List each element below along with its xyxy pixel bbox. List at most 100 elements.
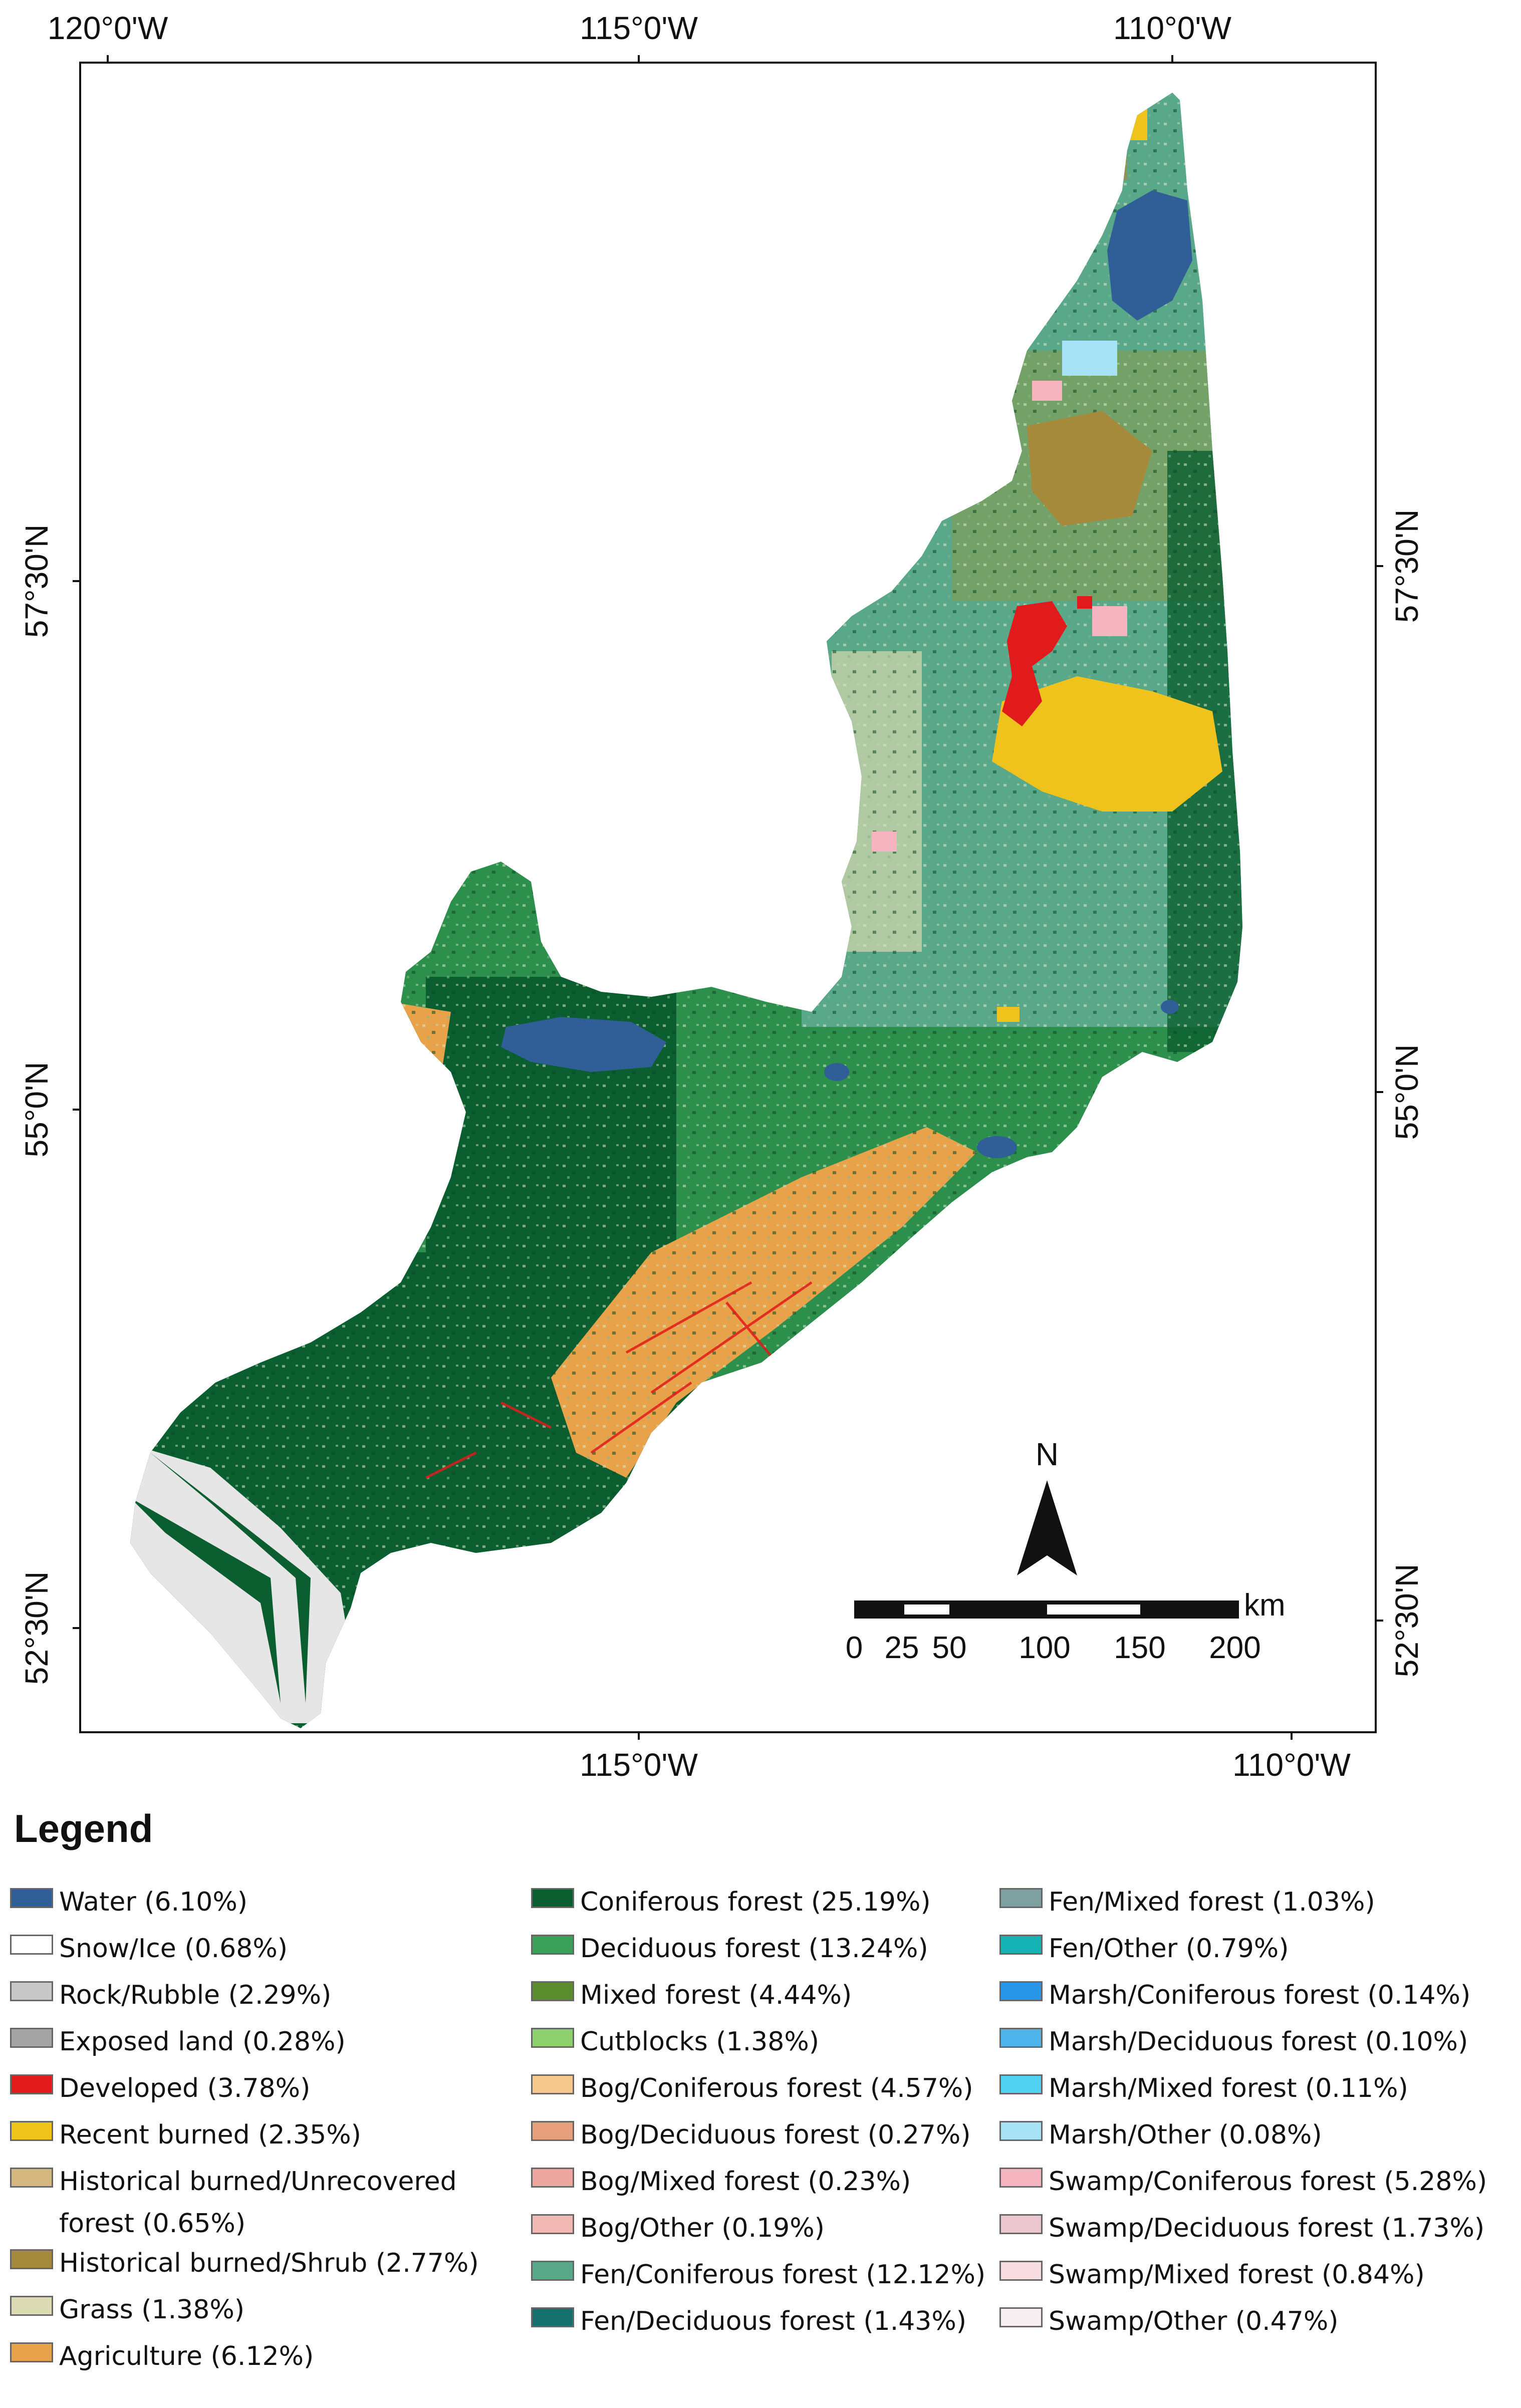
legend-item: Bog/Deciduous forest (0.27%) [531, 2114, 971, 2156]
legend-swatch [999, 2261, 1043, 2281]
legend-swatch [999, 2307, 1043, 2327]
legend-label: Marsh/Mixed forest (0.11%) [1049, 2073, 1408, 2103]
legend-item: Bog/Coniferous forest (4.57%) [531, 2067, 973, 2109]
legend-label: Swamp/Coniferous forest (5.28%) [1049, 2167, 1487, 2197]
legend-label: Bog/Mixed forest (0.23%) [580, 2167, 911, 2197]
legend-label: Fen/Other (0.79%) [1049, 1934, 1289, 1964]
land-cover-map: N km 0 25 50 100 150 200 120°0'W 115°0'W 110°0'… [19, 10, 1425, 1783]
scale-unit-label: km [1244, 1588, 1286, 1623]
legend-item: Bog/Other (0.19%) [531, 2207, 825, 2249]
legend-label: Agriculture (6.12%) [59, 2341, 314, 2371]
lat-label-left-5230: 52°30'N [19, 1571, 55, 1685]
lat-label-left-5730: 57°30'N [19, 524, 55, 638]
legend-item: Marsh/Coniferous forest (0.14%) [999, 1974, 1470, 2016]
legend-swatch [999, 2168, 1043, 2188]
legend-swatch [531, 1888, 574, 1908]
legend-label: Swamp/Mixed forest (0.84%) [1049, 2260, 1425, 2290]
legend-swatch [531, 1935, 574, 1955]
legend-swatch [999, 1888, 1043, 1908]
legend-item: Fen/Coniferous forest (12.12%) [531, 2254, 985, 2296]
legend-item: Swamp/Mixed forest (0.84%) [999, 2254, 1425, 2296]
legend-item: Fen/Mixed forest (1.03%) [999, 1881, 1375, 1923]
legend-item: Grass (1.38%) [10, 2289, 244, 2331]
legend-item: Developed (3.78%) [10, 2067, 310, 2109]
scale-tick-label: 200 [1209, 1631, 1260, 1665]
legend-label: Bog/Deciduous forest (0.27%) [580, 2120, 971, 2150]
legend-swatch [10, 2342, 53, 2362]
lat-label-right-5730: 57°30'N [1389, 509, 1425, 623]
graticule-ticks [73, 55, 1383, 1740]
legend-item: Cutblocks (1.38%) [531, 2021, 819, 2063]
legend-item: Rock/Rubble (2.29%) [10, 1974, 331, 2016]
legend-label: Fen/Deciduous forest (1.43%) [580, 2306, 967, 2336]
legend-label: Mixed forest (4.44%) [580, 1980, 852, 2010]
north-arrow-label: N [1036, 1436, 1059, 1472]
legend-swatch [531, 2121, 574, 2141]
legend-swatch [531, 1981, 574, 2001]
legend-swatch [999, 2028, 1043, 2048]
scale-tick-label: 150 [1114, 1631, 1165, 1665]
legend-swatch [10, 1935, 53, 1955]
lon-label-top-110: 110°0'W [1113, 10, 1231, 46]
legend-label: Exposed land (0.28%) [59, 2027, 346, 2057]
legend-label: Marsh/Other (0.08%) [1049, 2120, 1322, 2150]
legend-swatch [999, 1935, 1043, 1955]
lon-label-top-115: 115°0'W [580, 10, 698, 46]
legend-swatch [531, 2074, 574, 2094]
legend-swatch [531, 2168, 574, 2188]
legend-item: Swamp/Other (0.47%) [999, 2300, 1339, 2342]
legend-swatch [10, 2168, 53, 2188]
legend-item: Recent burned (2.35%) [10, 2114, 361, 2156]
legend-label: Developed (3.78%) [59, 2073, 311, 2103]
legend-item: Marsh/Other (0.08%) [999, 2114, 1322, 2156]
legend-swatch [10, 1888, 53, 1908]
legend-label: Recent burned (2.35%) [59, 2120, 361, 2150]
scale-tick-label: 50 [932, 1631, 967, 1665]
legend: Legend Water (6.10%) Snow/Ice (0.68%) Rock… [10, 1806, 1513, 2402]
legend-label: Snow/Ice (0.68%) [59, 1934, 288, 1964]
legend-label: Swamp/Other (0.47%) [1049, 2306, 1339, 2336]
scale-tick-label: 100 [1019, 1631, 1070, 1665]
lat-label-right-5230: 52°30'N [1389, 1564, 1425, 1677]
scale-tick-label: 0 [846, 1631, 863, 1665]
legend-item: Swamp/Deciduous forest (1.73%) [999, 2207, 1484, 2249]
legend-title: Legend [14, 1806, 153, 1850]
legend-swatch [10, 2121, 53, 2141]
legend-item: Mixed forest (4.44%) [531, 1974, 852, 2016]
legend-swatch [531, 2261, 574, 2281]
legend-swatch [531, 2028, 574, 2048]
legend-item: Fen/Deciduous forest (1.43%) [531, 2300, 966, 2342]
legend-label: Cutblocks (1.38%) [580, 2027, 820, 2057]
lon-label-bot-115: 115°0'W [580, 1747, 698, 1783]
legend-swatch [999, 1981, 1043, 2001]
legend-label: Coniferous forest (25.19%) [580, 1887, 931, 1917]
legend-swatch [10, 1981, 53, 2001]
legend-item: Coniferous forest (25.19%) [531, 1881, 931, 1923]
legend-item: Marsh/Mixed forest (0.11%) [999, 2067, 1408, 2109]
lon-label-bot-110: 110°0'W [1232, 1747, 1351, 1783]
legend-label: Rock/Rubble (2.29%) [59, 1980, 332, 2010]
scale-tick-label: 25 [885, 1631, 919, 1665]
legend-item: Exposed land (0.28%) [10, 2021, 346, 2063]
lat-label-left-55: 55°0'N [19, 1062, 55, 1158]
legend-label: Marsh/Deciduous forest (0.10%) [1049, 2027, 1468, 2057]
lon-label-top-120: 120°0'W [48, 10, 168, 46]
legend-item: Marsh/Deciduous forest (0.10%) [999, 2021, 1468, 2063]
legend-item: Snow/Ice (0.68%) [10, 1928, 288, 1970]
legend-swatch [10, 2028, 53, 2048]
legend-label: Historical burned/Shrub (2.77%) [59, 2248, 479, 2278]
legend-swatch [999, 2074, 1043, 2094]
lat-label-right-55: 55°0'N [1389, 1044, 1425, 1140]
legend-swatch [999, 2121, 1043, 2141]
legend-item: Deciduous forest (13.24%) [531, 1928, 928, 1970]
legend-label: Swamp/Deciduous forest (1.73%) [1049, 2213, 1485, 2243]
scale-bar: km 0 25 50 100 150 200 [846, 1588, 1286, 1665]
legend-label: Marsh/Coniferous forest (0.14%) [1049, 1980, 1471, 2010]
legend-swatch [531, 2214, 574, 2234]
legend-label: Bog/Other (0.19%) [580, 2213, 825, 2243]
legend-swatch [10, 2295, 53, 2316]
legend-label: Bog/Coniferous forest (4.57%) [580, 2073, 973, 2103]
legend-swatch [10, 2074, 53, 2094]
legend-label: Water (6.10%) [59, 1887, 248, 1917]
legend-item: Historical burned/Shrub (2.77%) [10, 2242, 479, 2284]
